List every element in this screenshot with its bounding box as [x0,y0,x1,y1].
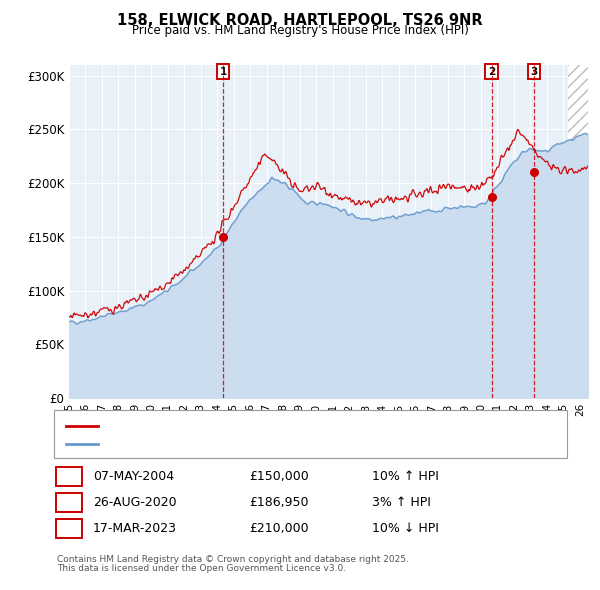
Text: 10% ↑ HPI: 10% ↑ HPI [372,470,439,483]
Text: 1: 1 [65,470,73,483]
Text: 07-MAY-2004: 07-MAY-2004 [93,470,174,483]
Text: £150,000: £150,000 [249,470,309,483]
Text: 158, ELWICK ROAD, HARTLEPOOL, TS26 9NR: 158, ELWICK ROAD, HARTLEPOOL, TS26 9NR [117,13,483,28]
Text: £210,000: £210,000 [249,522,308,535]
Bar [568,65,588,398]
Text: 26-AUG-2020: 26-AUG-2020 [93,496,176,509]
Text: 158, ELWICK ROAD, HARTLEPOOL, TS26 9NR (detached house): 158, ELWICK ROAD, HARTLEPOOL, TS26 9NR (… [105,421,455,431]
Text: Contains HM Land Registry data © Crown copyright and database right 2025.: Contains HM Land Registry data © Crown c… [57,555,409,564]
Text: HPI: Average price, detached house, Hartlepool: HPI: Average price, detached house, Hart… [105,438,369,448]
Text: 17-MAR-2023: 17-MAR-2023 [93,522,177,535]
Text: 2: 2 [488,67,495,77]
Text: 3% ↑ HPI: 3% ↑ HPI [372,496,431,509]
Text: Price paid vs. HM Land Registry's House Price Index (HPI): Price paid vs. HM Land Registry's House … [131,24,469,37]
Text: This data is licensed under the Open Government Licence v3.0.: This data is licensed under the Open Gov… [57,564,346,573]
Text: 10% ↓ HPI: 10% ↓ HPI [372,522,439,535]
Text: 2: 2 [65,496,73,509]
Text: 3: 3 [530,67,538,77]
Text: 3: 3 [65,522,73,535]
Text: £186,950: £186,950 [249,496,308,509]
Text: 1: 1 [220,67,227,77]
